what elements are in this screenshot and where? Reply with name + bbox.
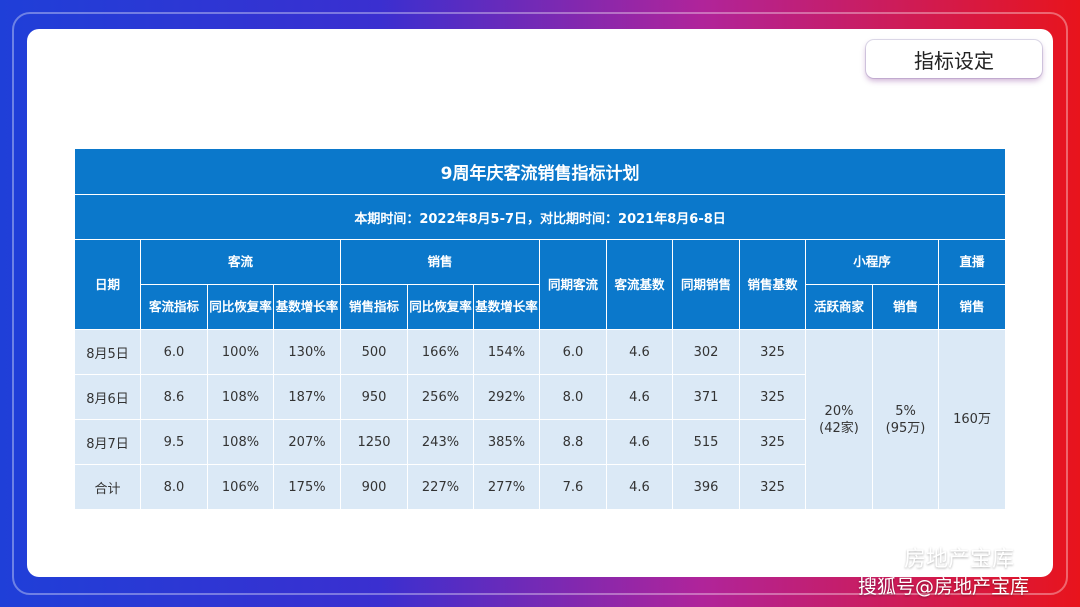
cell-traffic-target: 8.0 (140, 464, 208, 510)
table-subtitle: 本期时间：2022年8月5-7日，对比期时间：2021年8月6-8日 (73, 194, 1007, 240)
cell-sales-growth: 385% (473, 419, 540, 465)
cell-traffic-yoy: 106% (207, 464, 274, 510)
mini-sales-amount: (95万) (885, 420, 926, 436)
cell-prev-traffic: 7.6 (539, 464, 607, 510)
header-prev-traffic: 同期客流 (539, 239, 607, 330)
table-title: 9周年庆客流销售指标计划 (73, 148, 1007, 195)
slide-frame (12, 12, 1068, 595)
cell-sales-growth: 292% (473, 374, 540, 420)
wechat-icon (869, 546, 897, 568)
cell-mini-sales: 5% (95万) (872, 329, 939, 510)
cell-traffic-yoy: 108% (207, 374, 274, 420)
mini-sales-pct: 5% (895, 403, 916, 419)
header-live-sales: 销售 (937, 284, 1007, 330)
cell-sales-target: 950 (340, 374, 408, 420)
cell-sales-growth: 154% (473, 329, 540, 375)
cell-date: 合计 (74, 464, 141, 510)
header-traffic-growth: 基数增长率 (273, 284, 341, 330)
cell-prev-traffic: 8.8 (539, 419, 607, 465)
header-active-merchants: 活跃商家 (805, 284, 873, 330)
cell-traffic-target: 9.5 (140, 419, 208, 465)
header-traffic-base: 客流基数 (606, 239, 673, 330)
cell-live-sales: 160万 (937, 329, 1007, 510)
cell-traffic-growth: 175% (273, 464, 341, 510)
watermark-line1: 房地产宝库 (904, 547, 1015, 572)
cell-active-merchants: 20% (42家) (805, 329, 873, 510)
cell-sales-base: 325 (739, 419, 806, 465)
cell-traffic-yoy: 108% (207, 419, 274, 465)
header-sales-base: 销售基数 (739, 239, 806, 330)
header-live: 直播 (937, 239, 1007, 285)
cell-sales-growth: 277% (473, 464, 540, 510)
header-traffic: 客流 (140, 239, 341, 285)
header-date: 日期 (74, 239, 141, 330)
cell-prev-traffic: 8.0 (539, 374, 607, 420)
cell-sales-base: 325 (739, 329, 806, 375)
cell-traffic-growth: 130% (273, 329, 341, 375)
watermark-line2: 搜狐号@房地产宝库 (858, 576, 1030, 598)
cell-prev-traffic: 6.0 (539, 329, 607, 375)
active-merchants-pct: 20% (824, 403, 854, 419)
cell-traffic-growth: 207% (273, 419, 341, 465)
cell-date: 8月7日 (74, 419, 141, 465)
cell-sales-yoy: 243% (407, 419, 474, 465)
cell-prev-sales: 371 (672, 374, 740, 420)
cell-prev-sales: 515 (672, 419, 740, 465)
target-plan-table: 9周年庆客流销售指标计划 本期时间：2022年8月5-7日，对比期时间：2021… (73, 148, 1007, 510)
watermark-brand: 房地产宝库 (868, 541, 1014, 573)
header-traffic-yoy: 同比恢复率 (207, 284, 274, 330)
cell-prev-sales: 302 (672, 329, 740, 375)
cell-traffic-target: 8.6 (140, 374, 208, 420)
header-sales-growth: 基数增长率 (473, 284, 540, 330)
cell-traffic-base: 4.6 (606, 419, 673, 465)
cell-sales-target: 500 (340, 329, 408, 375)
cell-sales-base: 325 (739, 464, 806, 510)
header-sales: 销售 (340, 239, 540, 285)
cell-traffic-target: 6.0 (140, 329, 208, 375)
table-row: 8月7日 9.5 108% 207% 1250 243% 385% 8.8 4.… (74, 419, 1006, 465)
cell-sales-yoy: 256% (407, 374, 474, 420)
header-traffic-target: 客流指标 (140, 284, 208, 330)
cell-sales-yoy: 227% (407, 464, 474, 510)
header-sales-target: 销售指标 (340, 284, 408, 330)
header-mini-sales: 销售 (872, 284, 939, 330)
section-tag: 指标设定 (866, 40, 1042, 78)
cell-traffic-growth: 187% (273, 374, 341, 420)
cell-traffic-base: 4.6 (606, 329, 673, 375)
cell-traffic-yoy: 100% (207, 329, 274, 375)
cell-traffic-base: 4.6 (606, 464, 673, 510)
cell-traffic-base: 4.6 (606, 374, 673, 420)
cell-sales-target: 900 (340, 464, 408, 510)
table-row: 8月5日 6.0 100% 130% 500 166% 154% 6.0 4.6… (74, 329, 1007, 510)
cell-sales-yoy: 166% (407, 329, 474, 375)
cell-date: 8月6日 (74, 374, 141, 420)
cell-prev-sales: 396 (672, 464, 740, 510)
header-prev-sales: 同期销售 (672, 239, 740, 330)
table-row: 8月6日 8.6 108% 187% 950 256% 292% 8.0 4.6… (74, 374, 1006, 420)
cell-sales-base: 325 (739, 374, 806, 420)
header-mini-program: 小程序 (805, 239, 939, 285)
table-row-total: 合计 8.0 106% 175% 900 227% 277% 7.6 4.6 3… (74, 464, 1006, 510)
cell-sales-target: 1250 (340, 419, 408, 465)
active-merchants-count: (42家) (819, 420, 859, 436)
header-sales-yoy: 同比恢复率 (407, 284, 474, 330)
cell-date: 8月5日 (74, 329, 141, 375)
